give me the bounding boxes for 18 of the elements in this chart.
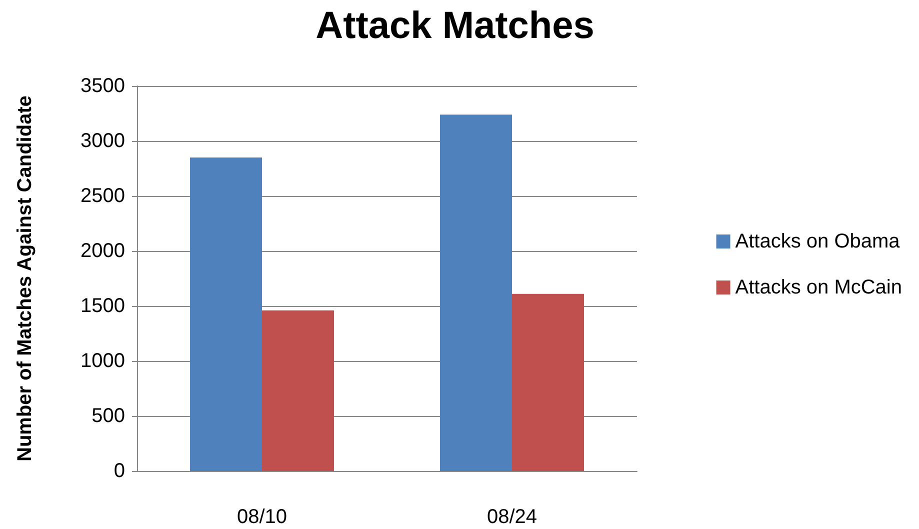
- x-tick-label: 08/24: [486, 506, 538, 528]
- y-tick-label: 2000: [80, 240, 125, 262]
- bar: [512, 294, 584, 471]
- y-tick-label: 500: [92, 405, 125, 427]
- y-tick-label: 0: [114, 460, 125, 482]
- bar: [440, 114, 512, 471]
- y-axis-title: Number of Matches Against Candidate: [14, 96, 36, 462]
- y-tick-label: 2500: [80, 185, 125, 207]
- y-tick-label: 1000: [80, 350, 125, 372]
- y-tick-label: 3500: [80, 75, 125, 97]
- legend-label: Attacks on Obama: [735, 230, 901, 252]
- y-tick-label: 3000: [80, 130, 125, 152]
- legend-label: Attacks on McCain: [735, 276, 902, 298]
- chart-title: Attack Matches: [316, 5, 594, 47]
- bar: [190, 158, 262, 471]
- x-tick-label: 08/10: [236, 506, 288, 528]
- y-tick-label: 1500: [80, 295, 125, 317]
- bar: [262, 310, 334, 471]
